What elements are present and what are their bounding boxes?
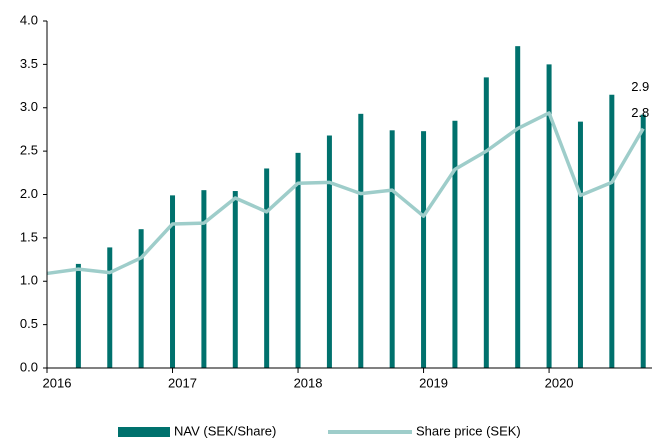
- line: [46, 111, 645, 276]
- y-tick-label: 0.0: [20, 359, 38, 374]
- value-label: 2.8: [631, 105, 649, 120]
- legend-label: Share price (SEK): [416, 423, 521, 438]
- y-tick-label: 3.0: [20, 99, 38, 114]
- legend-label: NAV (SEK/Share): [174, 423, 276, 438]
- value-label: 2.9: [631, 79, 649, 94]
- bar: [483, 77, 489, 368]
- bar: [170, 195, 176, 368]
- legend-swatch: [118, 427, 170, 437]
- bar: [107, 247, 113, 368]
- bar: [577, 121, 583, 368]
- bar: [389, 130, 395, 368]
- bar: [546, 64, 552, 368]
- x-tick-label: 2019: [419, 375, 448, 390]
- bar: [232, 191, 238, 368]
- bar: [640, 114, 646, 368]
- y-tick-label: 3.5: [20, 56, 38, 71]
- x-tick-label: 2016: [43, 375, 72, 390]
- bar: [75, 263, 81, 368]
- x-tick-label: 2017: [168, 375, 197, 390]
- y-tick-label: 0.5: [20, 316, 38, 331]
- bar: [138, 229, 144, 368]
- bar: [609, 94, 615, 369]
- bar: [421, 131, 427, 368]
- bar: [201, 190, 207, 368]
- y-tick-label: 4.0: [20, 12, 38, 27]
- y-tick-label: 1.5: [20, 229, 38, 244]
- bar: [295, 152, 301, 368]
- bar: [515, 46, 521, 368]
- bar: [264, 168, 270, 368]
- y-tick-label: 1.0: [20, 273, 38, 288]
- x-tick-label: 2018: [294, 375, 323, 390]
- x-tick-label: 2020: [545, 375, 574, 390]
- bar: [358, 113, 364, 368]
- y-tick-label: 2.5: [20, 143, 38, 158]
- bar: [452, 120, 458, 368]
- bar: [326, 135, 332, 368]
- y-tick-label: 2.0: [20, 186, 38, 201]
